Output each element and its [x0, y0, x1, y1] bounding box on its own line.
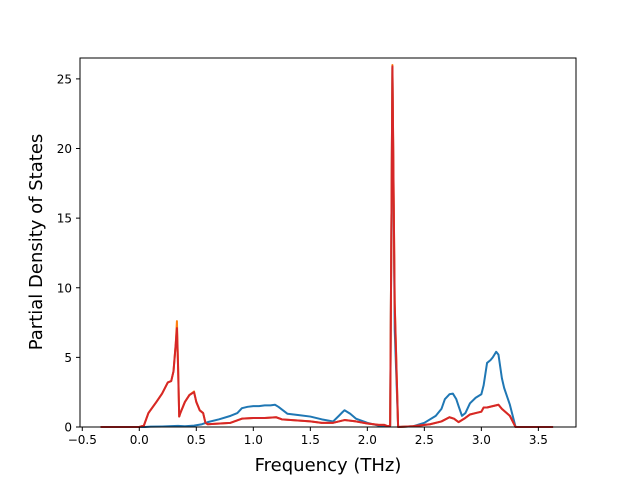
series-layer — [100, 63, 554, 428]
x-tick-label: 2.0 — [358, 433, 377, 447]
y-axis-ticks: 0 5 10 15 20 25 — [57, 72, 80, 435]
y-tick-label: 15 — [57, 212, 72, 226]
series-line-3 — [100, 65, 554, 428]
x-tick-label: 0.5 — [187, 433, 206, 447]
y-tick-label: 0 — [64, 421, 72, 435]
x-tick-label: 0.0 — [130, 433, 149, 447]
plot-area-background — [80, 58, 576, 427]
y-tick-label: 5 — [64, 351, 72, 365]
x-tick-label: 1.5 — [301, 433, 320, 447]
x-tick-label: 3.5 — [529, 433, 548, 447]
y-tick-label: 10 — [57, 281, 72, 295]
x-axis-ticks: −0.5 0.0 0.5 1.0 1.5 2.0 2.5 3.0 3.5 — [68, 427, 548, 447]
x-tick-label: −0.5 — [68, 433, 97, 447]
y-tick-label: 25 — [57, 72, 72, 86]
x-tick-label: 3.0 — [472, 433, 491, 447]
plot-frame — [79, 57, 577, 428]
y-tick-label: 20 — [57, 142, 72, 156]
x-axis-label: Frequency (THz) — [255, 455, 402, 476]
y-axis-label: Partial Density of States — [26, 134, 47, 351]
x-tick-label: 2.5 — [415, 433, 434, 447]
x-tick-label: 1.0 — [244, 433, 263, 447]
series-line-1 — [100, 66, 554, 428]
